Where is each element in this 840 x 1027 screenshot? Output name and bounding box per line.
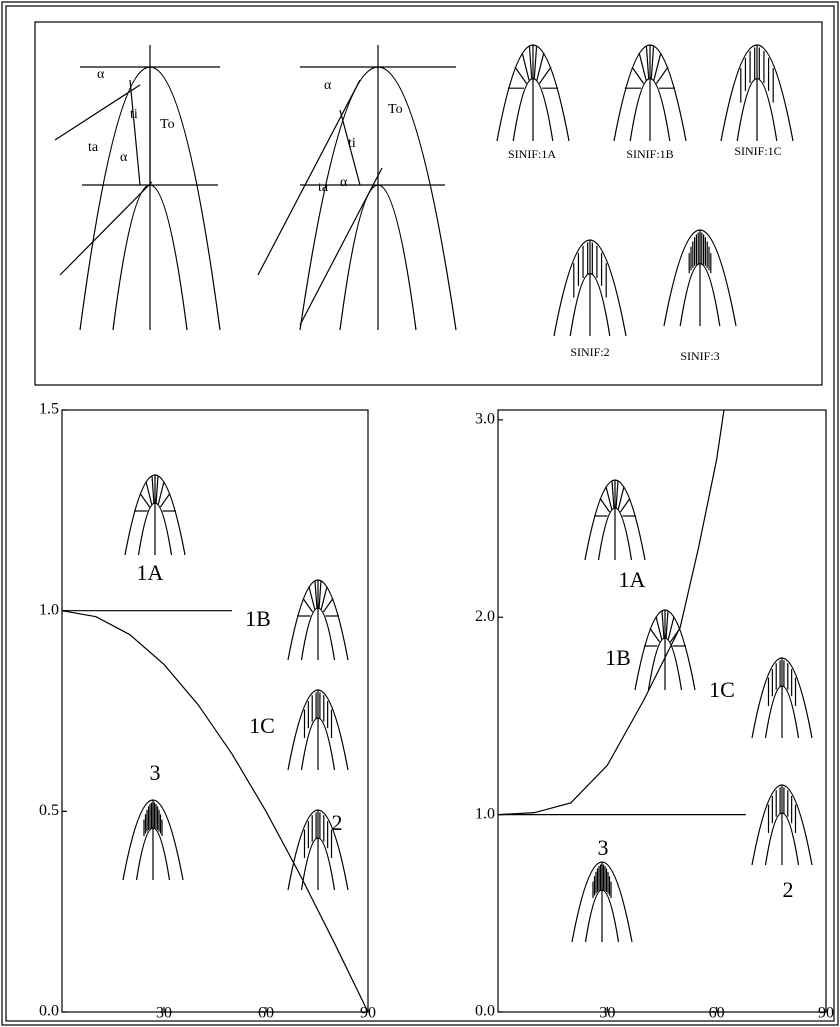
diagram-label: α: [97, 67, 105, 82]
icon-hatch: [322, 598, 334, 613]
icon-hatch: [605, 486, 613, 510]
icon-hatch: [650, 45, 655, 79]
y-tick-label: 0.0: [39, 1003, 59, 1020]
icon-hatch: [649, 628, 661, 643]
diagram-label: α: [340, 175, 348, 190]
series-line: [61, 610, 369, 1013]
icon-hatch: [151, 475, 155, 504]
icon-hatch: [314, 580, 318, 609]
icon-hatch: [617, 486, 625, 510]
icon-hatch: [528, 45, 533, 79]
icon-hatch: [533, 45, 538, 79]
icon-hatch: [655, 66, 669, 84]
series-line: [497, 409, 725, 816]
annotation: 2: [783, 877, 794, 902]
icon-hatch: [159, 493, 171, 508]
diagram-label: α: [324, 78, 332, 93]
icon-hatch: [521, 52, 530, 81]
dip-line: [54, 84, 141, 141]
class-label: SINIF:1A: [508, 147, 556, 161]
icon-hatch: [302, 598, 314, 613]
y-tick-label: 2.0: [475, 608, 495, 625]
icon-hatch: [669, 628, 681, 643]
x-tick-label: 90: [818, 1005, 834, 1022]
class-label: SINIF:1C: [734, 144, 781, 158]
ti-arrow: [339, 109, 361, 186]
y-tick-label: 1.0: [475, 805, 495, 822]
icon-hatch: [619, 498, 631, 513]
class-label: SINIF:2: [570, 345, 609, 359]
inner-border: [5, 5, 835, 1022]
annotation: 3: [598, 835, 609, 860]
icon-hatch: [653, 52, 662, 81]
icon-hatch: [655, 616, 663, 640]
x-tick-label: 60: [709, 1005, 725, 1022]
construction: [54, 45, 457, 331]
diagram-label: ta: [88, 140, 99, 155]
y-tick-label: 3.0: [475, 411, 495, 428]
plot-frame: [497, 409, 827, 1013]
annotation: 3: [150, 760, 161, 785]
y-tick-label: 1.5: [39, 401, 59, 418]
dip-line: [299, 167, 383, 326]
icon-hatch: [157, 481, 165, 505]
diagram-label: To: [388, 102, 403, 117]
icon-hatch: [665, 610, 669, 639]
icon-hatch: [611, 480, 615, 509]
icon-hatch: [645, 45, 650, 79]
diagram-label: ti: [348, 136, 356, 151]
icon-hatch: [320, 586, 328, 610]
diagram-label: α: [120, 150, 128, 165]
icon-hatch: [318, 580, 322, 609]
dip-line: [257, 79, 361, 276]
icon-hatch: [514, 66, 528, 84]
annotation: 1A: [137, 560, 164, 585]
annotation: 1C: [249, 713, 275, 738]
y-tick-label: 1.0: [39, 601, 59, 618]
diagram-box: [34, 21, 823, 386]
icon-hatch: [155, 475, 159, 504]
icon-hatch: [615, 480, 619, 509]
icon-hatch: [308, 586, 316, 610]
plot-frame: [61, 409, 369, 1013]
icon-hatch: [536, 52, 545, 81]
diagram-label: To: [160, 117, 175, 132]
diagram-label: ta: [318, 180, 329, 195]
icon-hatch: [538, 66, 552, 84]
icon-hatch: [661, 610, 665, 639]
class-label: SINIF:1B: [626, 147, 673, 161]
x-tick-label: 30: [599, 1005, 615, 1022]
annotation: 1B: [605, 645, 631, 670]
x-tick-label: 30: [156, 1005, 172, 1022]
annotation: 1C: [709, 677, 735, 702]
y-tick-label: 0.5: [39, 802, 59, 819]
y-tick-label: 0.0: [475, 1003, 495, 1020]
icon-hatch: [145, 481, 153, 505]
x-tick-label: 60: [258, 1005, 274, 1022]
dip-line: [59, 181, 153, 276]
icon-hatch: [638, 52, 647, 81]
annotation: 1B: [245, 606, 271, 631]
icon-hatch: [599, 498, 611, 513]
icon-hatch: [631, 66, 645, 84]
icon-hatch: [667, 616, 675, 640]
x-tick-label: 90: [360, 1005, 376, 1022]
diagram-label: ti: [130, 107, 138, 122]
annotation: 2: [332, 810, 343, 835]
ti-arrow: [129, 79, 141, 186]
annotation: 1A: [619, 567, 646, 592]
class-label: SINIF:3: [680, 349, 719, 363]
icon-hatch: [139, 493, 151, 508]
